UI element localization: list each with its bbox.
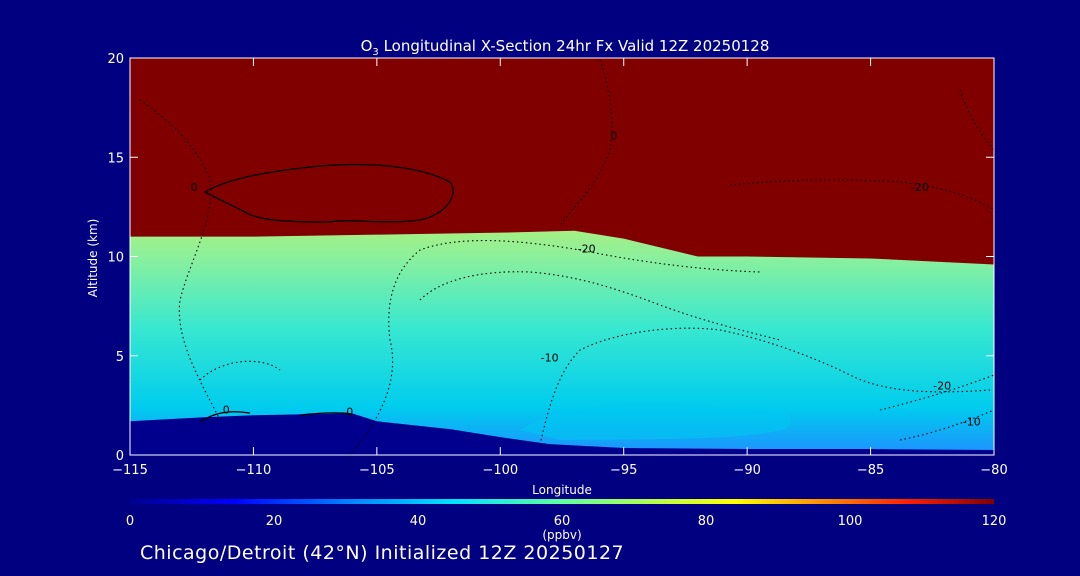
- ozone-field-stratosphere: [130, 58, 994, 265]
- chart-title: O3 Longitudinal X-Section 24hr Fx Valid …: [361, 37, 770, 58]
- colorbar-ticks: 0 20 40 60 80 100 120: [126, 514, 1007, 529]
- contour-label: -20: [578, 243, 596, 256]
- x-axis-label: Longitude: [532, 483, 592, 497]
- x-axis: −115 −110 −105 −100 −95 −90 −85 −80: [112, 58, 1008, 478]
- contour-label: 0: [610, 129, 617, 142]
- x-tick-label: −80: [980, 463, 1007, 478]
- contour-label: -10: [963, 415, 981, 428]
- plot-area: 0 0 0 0 -20 -20 -10 -20 -10: [130, 58, 994, 455]
- cyan-plume: [520, 403, 792, 440]
- colorbar-tick-label: 60: [554, 514, 571, 529]
- y-tick-label: 5: [116, 350, 124, 365]
- colorbar-tick-label: 100: [838, 514, 863, 529]
- contour-zero-upper: [203, 163, 454, 223]
- x-tick-label: −100: [482, 463, 518, 478]
- colorbar-tick-label: 80: [698, 514, 715, 529]
- y-tick-label: 10: [107, 251, 124, 266]
- contour-label: 0: [223, 403, 230, 416]
- colorbar-tick-label: 120: [982, 514, 1007, 529]
- colorbar-units: (ppbv): [542, 528, 581, 542]
- x-tick-label: −105: [359, 463, 395, 478]
- footer-caption: Chicago/Detroit (42°N) Initialized 12Z 2…: [140, 542, 625, 564]
- x-tick-label: −95: [610, 463, 637, 478]
- colorbar-tick-label: 0: [126, 514, 134, 529]
- x-tick-label: −115: [112, 463, 148, 478]
- contour-label: 0: [346, 405, 353, 418]
- contour-label: 0: [191, 181, 198, 194]
- colorbar: [130, 499, 994, 504]
- x-tick-label: −110: [236, 463, 272, 478]
- colorbar-tick-label: 20: [266, 514, 283, 529]
- contour-zero-lower: [199, 411, 353, 423]
- y-axis-label: Altitude (km): [86, 219, 100, 298]
- x-tick-label: −90: [733, 463, 760, 478]
- colorbar-tick-label: 40: [410, 514, 427, 529]
- y-tick-label: 0: [116, 449, 124, 464]
- contour-label: -10: [541, 352, 559, 365]
- terrain-mask: [130, 413, 994, 455]
- x-tick-label: −85: [857, 463, 884, 478]
- dotted-contours: [139, 59, 994, 455]
- contour-label: -20: [933, 380, 951, 393]
- y-axis: 0 5 10 15 20: [107, 52, 994, 464]
- y-tick-label: 20: [107, 52, 124, 67]
- contour-label: -20: [911, 181, 929, 194]
- contour-label-layer: 0 0 0 0 -20 -20 -10 -20 -10: [191, 129, 981, 428]
- y-tick-label: 15: [107, 151, 124, 166]
